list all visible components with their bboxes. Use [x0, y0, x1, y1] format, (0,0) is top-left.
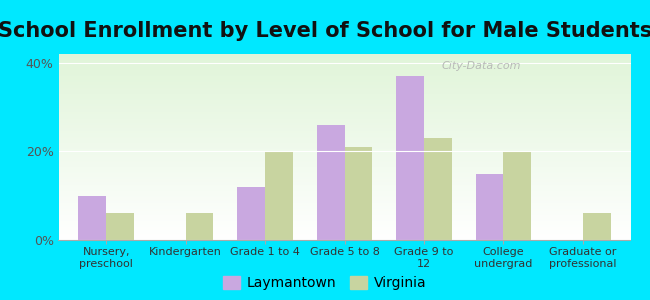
Bar [583, 213, 610, 240]
Bar [503, 152, 531, 240]
Bar [237, 187, 265, 240]
Bar [424, 138, 452, 240]
Bar [476, 174, 503, 240]
Text: School Enrollment by Level of School for Male Students: School Enrollment by Level of School for… [0, 21, 650, 41]
Bar [106, 213, 134, 240]
Bar [317, 125, 345, 240]
Text: City-Data.com: City-Data.com [442, 61, 521, 71]
Bar [265, 152, 293, 240]
Bar [79, 196, 106, 240]
Bar [344, 147, 372, 240]
Legend: Laymantown, Virginia: Laymantown, Virginia [224, 276, 426, 290]
Bar [396, 76, 424, 240]
Bar [186, 213, 213, 240]
